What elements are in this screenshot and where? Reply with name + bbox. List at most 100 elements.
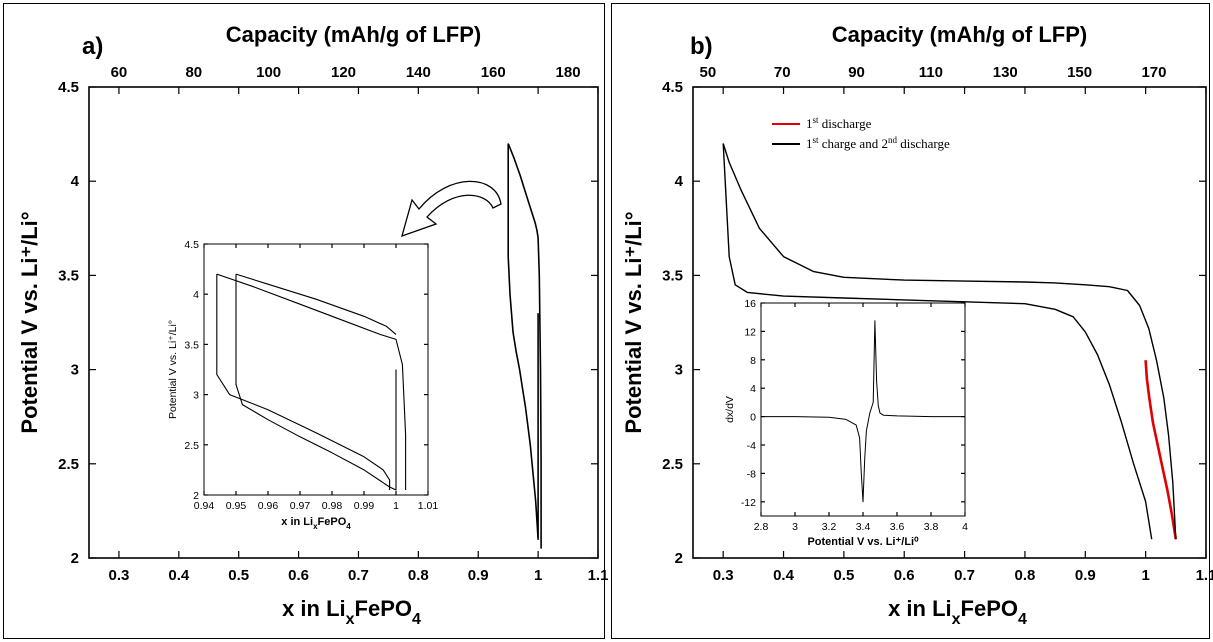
b-x-tick-label: 0.4: [773, 567, 795, 584]
b-series-line: [722, 143, 1153, 540]
a-curved-arrow-icon: [401, 180, 502, 238]
a-x2-tick-label: 160: [481, 64, 506, 81]
a-inset-series-line: [216, 274, 391, 490]
b-legend-label-tail: charge and 2: [819, 136, 888, 151]
a-x2-axis-title: Capacity (mAh/g of LFP): [226, 22, 481, 47]
a-x2-tick-label: 80: [185, 64, 202, 81]
b-inset-bg: [761, 303, 965, 516]
b-inset-y-tick-label: -4: [747, 440, 756, 452]
b-plot-frame: [692, 86, 1207, 559]
b-legend-label-sup: st: [813, 135, 820, 145]
a-series-line: [507, 143, 542, 549]
b-x2-tick-label: 130: [993, 64, 1018, 81]
b-inset-y-tick-label: 4: [750, 383, 756, 395]
a-x-axis-title: x in LixFePO4: [282, 596, 421, 628]
b-inset-series-line: [761, 320, 965, 503]
b-inset-y-axis-title: dx/dV: [724, 396, 736, 423]
a-x-tick-label: 1: [534, 567, 542, 584]
a-inset-x-tick-label: 0.99: [354, 500, 375, 512]
a-inset-x-tick-label: 1.01: [418, 500, 439, 512]
b-x2-tick-label: 90: [848, 64, 865, 81]
b-inset-x-tick-label: 3.8: [924, 521, 939, 533]
b-legend-label: 1st charge and 2nd discharge: [806, 135, 950, 151]
a-inset-y-axis-title: Potential V vs. Li⁺/Li°: [167, 320, 179, 419]
b-inset-x-tick-label: 2.8: [754, 521, 769, 533]
a-inset-series-line: [235, 274, 397, 491]
a-inset-series-line: [216, 273, 407, 490]
a-x2-tick-label: 120: [331, 64, 356, 81]
b-inset-y-tick-label: 0: [750, 412, 756, 424]
a-x-tick-label: 0.9: [468, 567, 489, 584]
a-x-tick-label: 0.6: [288, 567, 309, 584]
b-legend-label-tail: discharge: [819, 116, 872, 131]
a-x-tick-label: 0.3: [109, 567, 130, 584]
b-y-tick-label: 3.5: [662, 267, 683, 284]
a-x-axis-title-sub2: 4: [412, 611, 421, 628]
b-y-tick-label: 2: [675, 550, 683, 567]
a-series-line: [507, 143, 539, 541]
b-x-axis-title: x in LixFePO4: [888, 596, 1027, 628]
a-x-tick-label: 0.4: [168, 567, 190, 584]
a-inset-x-tick-label: 0.94: [194, 500, 215, 512]
a-x2-tick-label: 180: [556, 64, 581, 81]
b-inset-y-tick-label: 12: [744, 326, 756, 338]
a-inset-series-line: [235, 273, 397, 335]
b-legend-label: 1st discharge: [806, 115, 872, 131]
a-y-tick-label: 4: [71, 173, 80, 190]
b-x-axis-title-sub: x: [952, 611, 961, 628]
a-inset-x-title-tail: FePO: [318, 516, 347, 528]
b-legend-label-tail2: discharge: [897, 136, 950, 151]
b-x-axis-title-main: x in Li: [888, 596, 952, 621]
b-y-tick-label: 4.5: [662, 79, 683, 96]
a-x-axis-title-sub: x: [346, 611, 355, 628]
chart-panel-a: 0.3 0.4 0.5 0.6 0.7 0.8 0.9 1 1.1 2 2.5 3 3.5 4 4.5 60 8…: [3, 3, 609, 639]
b-x-tick-label: 0.7: [954, 567, 975, 584]
a-x-axis-title-main: x in Li: [282, 596, 346, 621]
a-inset-y-tick-label: 3.5: [184, 339, 199, 351]
b-x2-tick-label: 50: [700, 64, 717, 81]
b-inset-y-tick-label: 8: [750, 355, 756, 367]
a-inset-x-title-sub: x: [313, 522, 318, 531]
b-inset-x-tick-label: 4: [962, 521, 968, 533]
chart-a-svg: 0.3 0.4 0.5 0.6 0.7 0.8 0.9 1 1.1 2 2.5 3 3.5 4 4.5 60 8…: [17, 22, 609, 628]
a-y-tick-label: 2.5: [58, 456, 79, 473]
a-x2-tick-label: 60: [111, 64, 128, 81]
b-legend-label-main: 1: [806, 136, 813, 151]
b-x2-tick-label: 70: [774, 64, 791, 81]
b-y-tick-label: 3: [675, 362, 683, 379]
b-x-tick-label: 0.6: [894, 567, 915, 584]
b-x-axis-title-tail: FePO: [961, 596, 1018, 621]
a-y-tick-label: 3.5: [58, 267, 79, 284]
a-x-tick-label: 0.7: [348, 567, 369, 584]
a-x-tick-label: 0.5: [228, 567, 249, 584]
a-inset-x-tick-label: 0.97: [290, 500, 311, 512]
a-inset-x-tick-label: 0.98: [322, 500, 343, 512]
a-inset-x-tick-label: 0.95: [226, 500, 247, 512]
a-inset-x-tick-label: 0.96: [258, 500, 279, 512]
a-inset-y-tick-label: 2.5: [184, 440, 199, 452]
a-x2-tick-label: 140: [406, 64, 431, 81]
b-x2-axis-title: Capacity (mAh/g of LFP): [832, 22, 1087, 47]
b-y-tick-label: 4: [675, 173, 684, 190]
b-inset-x-tick-label: 3.4: [856, 521, 871, 533]
b-x2-tick-label: 150: [1067, 64, 1092, 81]
b-inset-x-axis-title: Potential V vs. Li⁺/Li⁰: [807, 536, 919, 548]
b-x-tick-label: 1.1: [1196, 567, 1213, 584]
b-x-tick-label: 1: [1141, 567, 1149, 584]
b-x-tick-label: 0.3: [713, 567, 734, 584]
a-inset-x-title-sub2: 4: [346, 522, 351, 531]
b-legend-label-sup2: nd: [888, 135, 898, 145]
a-inset-bg: [204, 244, 428, 495]
b-inset-x-tick-label: 3: [792, 521, 798, 533]
a-inset-plot-frame: [203, 243, 429, 496]
b-x2-tick-label: 110: [919, 64, 943, 81]
a-x2-tick-label: 100: [256, 64, 281, 81]
a-inset-y-tick-label: 4.5: [184, 239, 199, 251]
b-inset-x-tick-label: 3.6: [890, 521, 905, 533]
chart-b-svg: 0.3 0.4 0.5 0.6 0.7 0.8 0.9 1 1.1 2 2.5 3 3.5 4 4.5 50 7…: [621, 22, 1213, 628]
b-y-axis-title: Potential V vs. Li⁺/Li°: [621, 211, 646, 433]
b-x-tick-label: 0.9: [1075, 567, 1096, 584]
a-panel-label: a): [82, 33, 103, 60]
b-x-axis-title-sub2: 4: [1018, 611, 1027, 628]
a-x-tick-label: 1.1: [588, 567, 609, 584]
